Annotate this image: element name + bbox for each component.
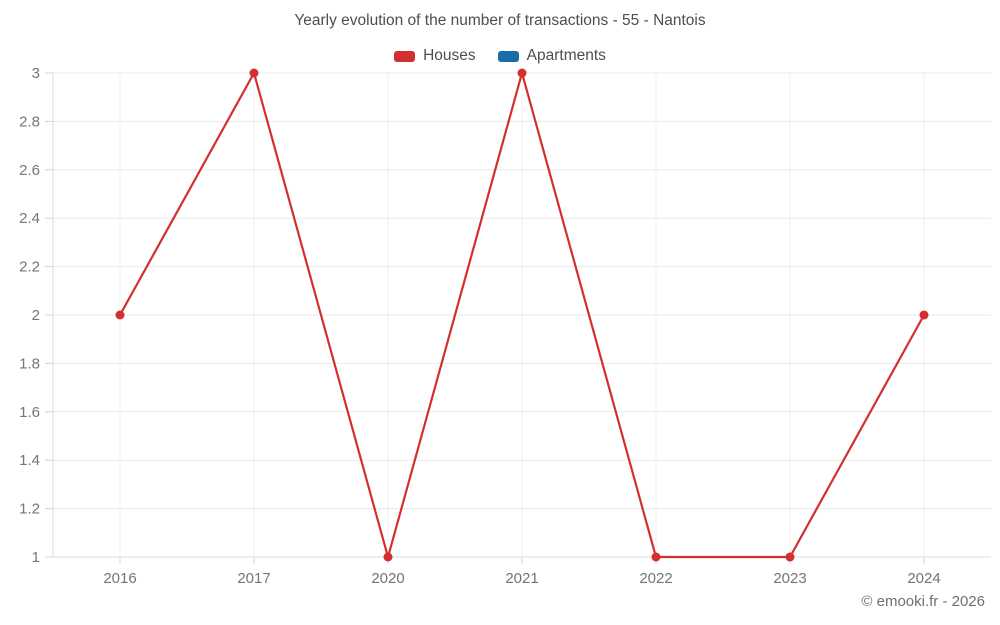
y-axis-label: 2.2 <box>19 259 40 276</box>
x-axis-label: 2024 <box>907 570 940 587</box>
legend-item-houses[interactable]: Houses <box>394 47 476 65</box>
y-axis-label: 1.8 <box>19 355 40 372</box>
chart-title: Yearly evolution of the number of transa… <box>294 12 706 29</box>
x-axis-label: 2017 <box>237 570 270 587</box>
data-point-houses[interactable] <box>383 552 393 562</box>
y-axis-label: 2.8 <box>19 113 40 130</box>
data-point-houses[interactable] <box>919 310 929 320</box>
data-point-houses[interactable] <box>785 552 795 562</box>
legend-item-apartments[interactable]: Apartments <box>497 47 606 65</box>
x-axis-label: 2022 <box>639 570 672 587</box>
y-axis-label: 2 <box>32 307 40 324</box>
y-axis-label: 1.2 <box>19 501 40 518</box>
y-axis-label: 2.6 <box>19 162 40 179</box>
data-point-houses[interactable] <box>651 552 661 562</box>
y-axis-label: 2.4 <box>19 210 40 227</box>
y-axis-label: 1.4 <box>19 452 40 469</box>
y-axis-label: 3 <box>32 65 40 82</box>
y-axis-label: 1 <box>32 549 40 566</box>
apartments-swatch-icon <box>497 50 519 62</box>
legend-label-apartments: Apartments <box>526 47 606 64</box>
data-point-houses[interactable] <box>115 310 125 320</box>
houses-swatch-icon <box>394 50 416 62</box>
chart-legend: Houses Apartments <box>0 46 1000 66</box>
legend-label-houses: Houses <box>423 47 476 64</box>
data-point-houses[interactable] <box>517 68 527 78</box>
data-point-houses[interactable] <box>249 68 259 78</box>
watermark-credit: © emooki.fr - 2026 <box>861 593 985 610</box>
y-axis-label: 1.6 <box>19 404 40 421</box>
x-axis-label: 2023 <box>773 570 806 587</box>
x-axis-label: 2016 <box>103 570 136 587</box>
x-axis-label: 2020 <box>371 570 404 587</box>
x-axis-label: 2021 <box>505 570 538 587</box>
